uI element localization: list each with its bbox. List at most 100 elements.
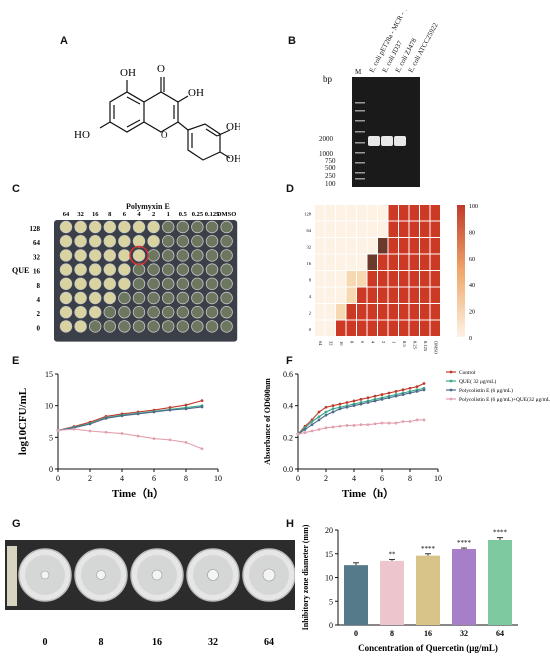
x-tick-label: 6 <box>380 474 384 483</box>
heatmap-cell <box>430 254 440 270</box>
series-line <box>297 419 424 435</box>
plate-row-label: 64 <box>33 239 41 247</box>
plate-well <box>205 220 219 234</box>
plate-well <box>118 235 131 248</box>
plate-well <box>132 305 146 319</box>
plate-col-label: 4 <box>137 211 141 218</box>
plate-well <box>132 249 146 262</box>
heatmap-col-label: 32 <box>329 341 334 346</box>
heatmap-cell <box>346 271 356 287</box>
heatmap-cell <box>430 238 440 254</box>
plate-well <box>59 320 73 333</box>
series-line <box>57 428 203 450</box>
heatmap-cell <box>399 304 409 320</box>
data-point <box>152 437 156 440</box>
plate-well <box>147 277 160 291</box>
plate-col-label: DMSO <box>217 211 237 218</box>
heatmap-cell <box>409 304 419 320</box>
significance-label: **** <box>421 545 436 553</box>
data-point <box>380 397 384 401</box>
heatmap-cell <box>378 320 388 336</box>
plate-well <box>220 235 233 248</box>
plate-well <box>220 249 233 262</box>
plate-well <box>59 263 73 276</box>
plate-well <box>103 263 117 276</box>
heatmap-cell <box>315 238 325 254</box>
heatmap-cell <box>367 287 377 303</box>
colorbar-tick: 0 <box>469 336 472 342</box>
plate-well <box>74 235 87 248</box>
gel-panel: bp 2000 1000 750 500 250 100 M E. coli p… <box>319 10 440 188</box>
oh-label: OH <box>226 121 240 133</box>
plate-col-label: 64 <box>63 211 70 218</box>
inhibition-zone <box>96 570 106 580</box>
plate-well <box>220 320 233 333</box>
plate-well <box>191 291 204 305</box>
heatmap-cell <box>399 287 409 303</box>
heatmap-cell <box>346 221 356 237</box>
legend-label: Polycolistin E (6 μg/mL) <box>459 387 513 394</box>
heatmap-cell <box>346 238 356 254</box>
plate-well <box>161 305 175 319</box>
data-point <box>88 429 92 433</box>
gel-band <box>381 136 393 146</box>
marker-label: 250 <box>325 172 336 180</box>
bar <box>488 539 512 625</box>
heatmap-cell <box>336 271 346 287</box>
plate-well <box>161 220 175 234</box>
plate-well <box>147 249 160 262</box>
growth-curve: 0 2 4 6 8 10 0.0 0.2 0.4 0.6 Time（h） Absorbance of … <box>263 370 550 500</box>
panel-d-label: D <box>286 183 294 195</box>
x-tick-label: 8 <box>408 474 412 483</box>
x-axis-label: Concentration of Quercetin (μg/mL) <box>358 643 498 653</box>
data-point <box>184 403 188 407</box>
data-point <box>184 441 188 444</box>
y-axis-label: Absorbance of OD600nm <box>263 378 272 465</box>
plate-well <box>74 263 87 276</box>
plate-well <box>59 277 73 291</box>
colorbar-tick: 80 <box>469 230 475 236</box>
colorbar-tick: 40 <box>469 283 475 289</box>
inhibition-zone <box>40 570 50 580</box>
data-point <box>422 388 426 392</box>
heatmap-cell <box>336 238 346 254</box>
heatmap-cell <box>346 304 356 320</box>
heatmap-cell <box>388 271 398 287</box>
heatmap-cell <box>357 287 367 303</box>
gel-band <box>394 136 406 146</box>
plate-concentration-label: 0 <box>43 637 48 648</box>
plate-well <box>103 277 117 291</box>
data-point <box>104 416 108 420</box>
data-point <box>359 423 363 427</box>
heatmap-cell <box>336 221 346 237</box>
data-point <box>345 405 349 409</box>
heatmap-cell <box>430 271 440 287</box>
x-tick-label: 8 <box>390 629 394 638</box>
panel-a-label: A <box>60 35 68 47</box>
data-point <box>401 393 405 396</box>
mic-highlight <box>129 245 149 266</box>
heatmap-cell <box>399 320 409 336</box>
y-axis-label: log10CFU/mL <box>17 388 29 455</box>
heatmap-cell <box>388 205 398 221</box>
colorbar <box>457 205 465 337</box>
heatmap-cell <box>388 320 398 336</box>
data-point <box>415 418 419 422</box>
plate-well <box>103 320 117 333</box>
heatmap-cell <box>367 221 377 237</box>
data-point <box>200 405 204 409</box>
gel-band <box>368 136 380 146</box>
heatmap-row-label: 4 <box>309 294 312 299</box>
plate-well <box>191 235 204 248</box>
data-point <box>387 391 391 395</box>
heatmap-cell <box>430 320 440 336</box>
heatmap-cell <box>399 238 409 254</box>
data-point <box>136 434 140 438</box>
data-point <box>331 404 335 408</box>
heatmap-cell <box>399 221 409 237</box>
data-point <box>184 407 188 411</box>
heatmap-cell <box>325 221 335 237</box>
series-line <box>57 400 203 431</box>
y-tick-label: 10 <box>45 402 53 411</box>
plate-well <box>132 320 146 333</box>
